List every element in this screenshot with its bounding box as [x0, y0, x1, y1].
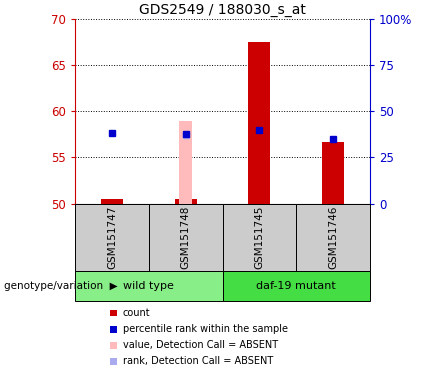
FancyBboxPatch shape [223, 271, 370, 301]
FancyBboxPatch shape [149, 204, 223, 271]
FancyBboxPatch shape [296, 204, 370, 271]
FancyBboxPatch shape [75, 271, 223, 301]
Bar [179, 121, 192, 204]
Text: GSM151747: GSM151747 [107, 205, 117, 269]
Bar [322, 142, 344, 204]
Text: count: count [123, 308, 150, 318]
Text: genotype/variation  ▶: genotype/variation ▶ [4, 281, 118, 291]
Text: percentile rank within the sample: percentile rank within the sample [123, 324, 288, 334]
Text: wild type: wild type [123, 281, 174, 291]
Bar [175, 199, 197, 204]
Text: GSM151746: GSM151746 [328, 205, 338, 269]
Text: value, Detection Call = ABSENT: value, Detection Call = ABSENT [123, 340, 278, 350]
Bar [101, 199, 123, 204]
Text: GSM151748: GSM151748 [181, 205, 191, 269]
Text: rank, Detection Call = ABSENT: rank, Detection Call = ABSENT [123, 356, 273, 366]
Bar [248, 42, 270, 204]
Text: GSM151745: GSM151745 [254, 205, 264, 269]
FancyBboxPatch shape [75, 204, 149, 271]
FancyBboxPatch shape [223, 204, 296, 271]
Text: daf-19 mutant: daf-19 mutant [256, 281, 336, 291]
Title: GDS2549 / 188030_s_at: GDS2549 / 188030_s_at [139, 3, 306, 17]
